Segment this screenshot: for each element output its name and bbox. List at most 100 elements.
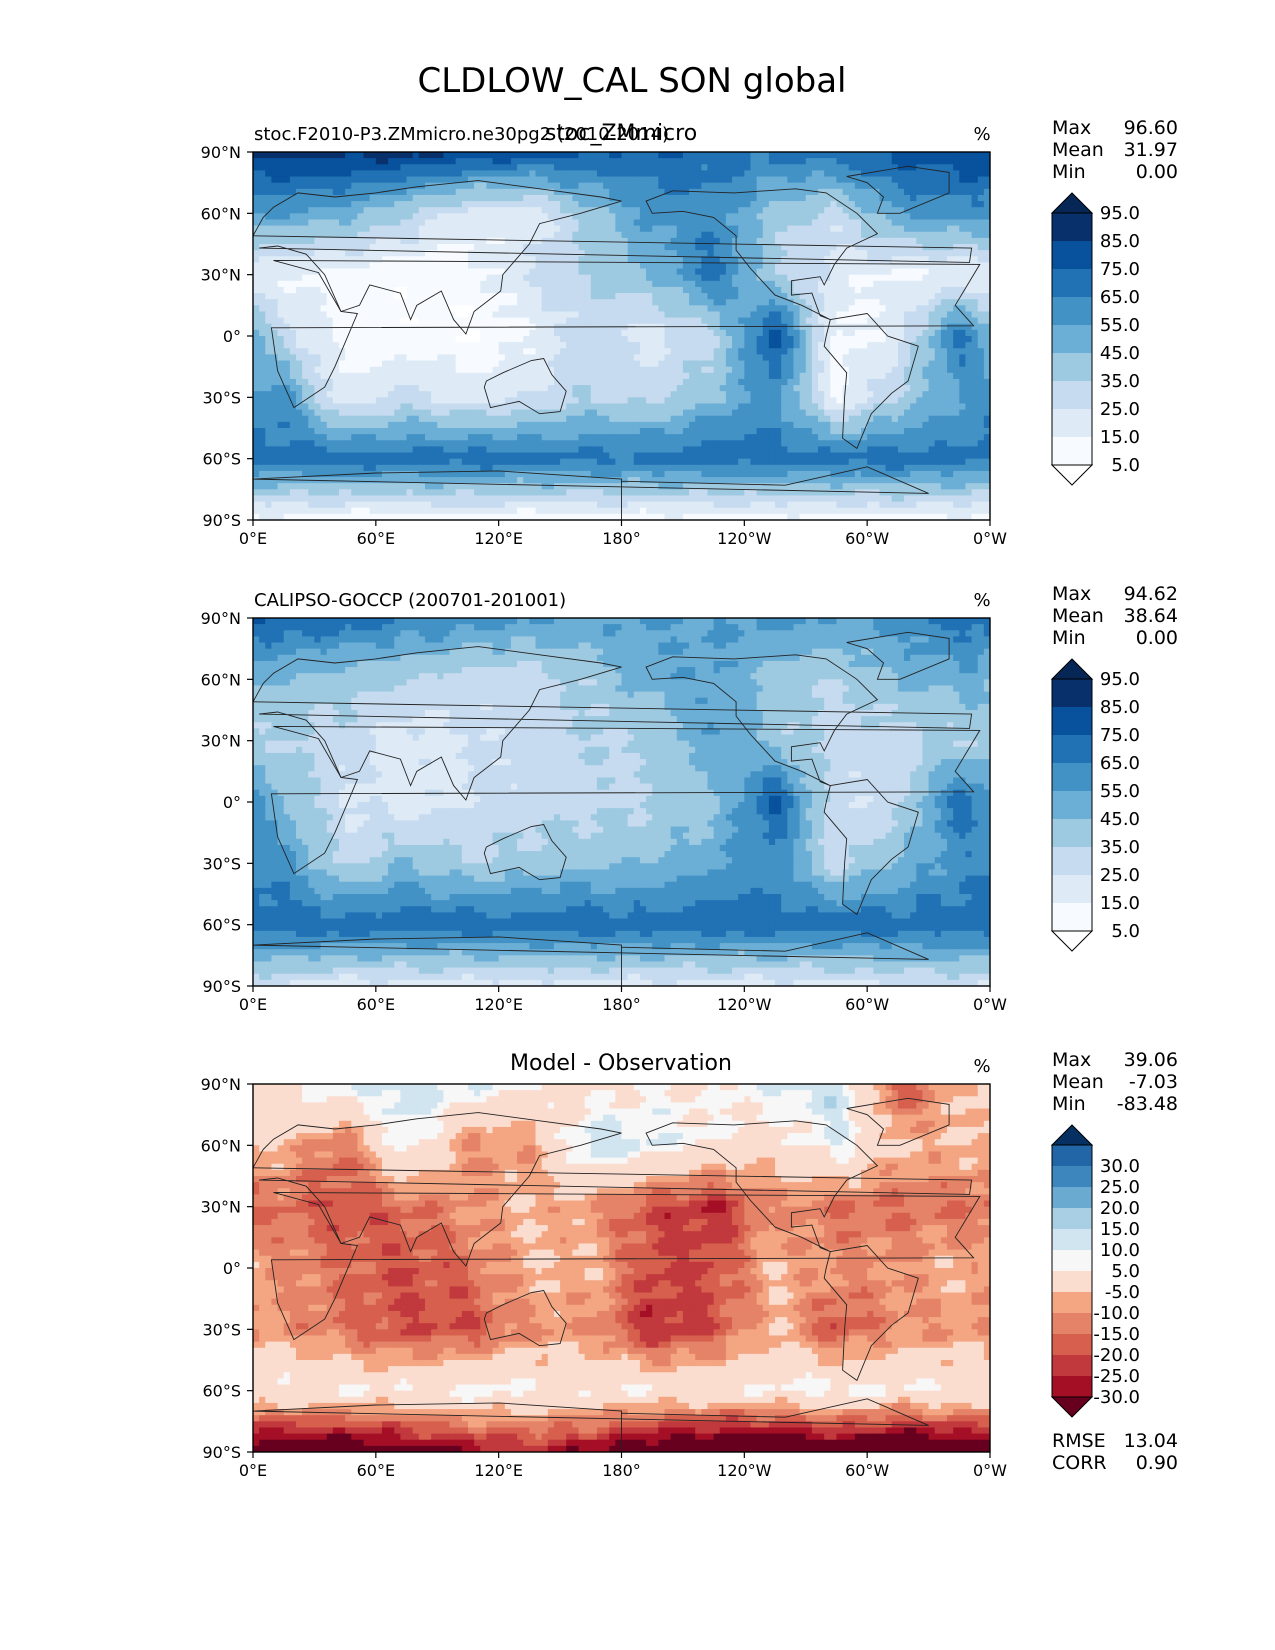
heatmap-cell xyxy=(658,360,666,368)
heatmap-cell xyxy=(928,348,936,355)
heatmap-cell xyxy=(658,194,666,202)
heatmap-cell xyxy=(676,366,684,374)
heatmap-cell xyxy=(818,274,825,282)
heatmap-cell xyxy=(314,152,322,159)
heatmap-cell xyxy=(412,182,420,190)
heatmap-cell xyxy=(854,250,862,257)
heatmap-cell xyxy=(578,403,586,411)
heatmap-cell xyxy=(664,250,672,257)
heatmap-cell xyxy=(682,280,690,288)
heatmap-cell xyxy=(867,194,874,202)
heatmap-cell xyxy=(265,348,273,355)
heatmap-cell xyxy=(738,354,745,362)
heatmap-cell xyxy=(842,237,850,245)
heatmap-cell xyxy=(523,164,530,171)
heatmap-cell xyxy=(787,397,795,405)
heatmap-cell xyxy=(535,360,543,368)
heatmap-cell xyxy=(664,274,672,282)
heatmap-cell xyxy=(652,360,659,368)
heatmap-cell xyxy=(584,286,592,294)
heatmap-cell xyxy=(253,250,260,257)
heatmap-cell xyxy=(529,299,537,306)
heatmap-cell xyxy=(295,188,303,196)
heatmap-cell xyxy=(953,176,960,184)
heatmap-cell xyxy=(572,158,580,165)
heatmap-cell xyxy=(357,194,365,202)
heatmap-cell xyxy=(572,305,580,313)
heatmap-cell xyxy=(848,293,856,300)
heatmap-cell xyxy=(799,188,807,196)
heatmap-cell xyxy=(762,372,770,380)
heatmap-cell xyxy=(406,286,414,294)
heatmap-cell xyxy=(517,299,524,306)
heatmap-cell xyxy=(406,336,414,343)
heatmap-cell xyxy=(971,293,979,300)
heatmap-cell xyxy=(719,256,727,263)
heatmap-cell xyxy=(529,207,537,214)
heatmap-cell xyxy=(461,244,469,251)
heatmap-cell xyxy=(338,293,346,300)
heatmap-cell xyxy=(338,391,346,398)
heatmap-cell xyxy=(431,182,438,190)
heatmap-cell xyxy=(480,342,487,349)
heatmap-cell xyxy=(836,219,844,227)
heatmap-cell xyxy=(879,219,887,227)
heatmap-cell xyxy=(695,237,702,245)
heatmap-cell xyxy=(590,201,598,208)
heatmap-cell xyxy=(646,336,653,343)
heatmap-cell xyxy=(381,336,389,343)
heatmap-cell xyxy=(259,317,266,325)
heatmap-cell xyxy=(523,391,530,398)
heatmap-cell xyxy=(940,366,948,374)
heatmap-cell xyxy=(922,158,930,165)
heatmap-cell xyxy=(394,354,401,362)
heatmap-cell xyxy=(713,219,721,227)
heatmap-cell xyxy=(922,280,930,288)
heatmap-cell xyxy=(682,250,690,257)
heatmap-cell xyxy=(689,164,696,171)
heatmap-cell xyxy=(283,378,291,386)
heatmap-cell xyxy=(375,317,383,325)
heatmap-cell xyxy=(897,219,905,227)
heatmap-cell xyxy=(799,391,807,398)
heatmap-cell xyxy=(566,311,573,319)
heatmap-cell xyxy=(750,336,758,343)
heatmap-cell xyxy=(762,360,770,368)
heatmap-cell xyxy=(504,391,512,398)
heatmap-cell xyxy=(676,317,684,325)
heatmap-cell xyxy=(363,225,371,233)
heatmap-cell xyxy=(474,244,481,251)
heatmap-cell xyxy=(295,219,303,227)
heatmap-cell xyxy=(861,329,868,337)
heatmap-cell xyxy=(498,231,506,239)
heatmap-cell xyxy=(947,317,954,325)
heatmap-cell xyxy=(535,219,543,227)
heatmap-cell xyxy=(443,219,451,227)
heatmap-cell xyxy=(584,391,592,398)
heatmap-cell xyxy=(940,378,948,386)
heatmap-cell xyxy=(738,317,745,325)
heatmap-cell xyxy=(676,385,684,392)
heatmap-cell xyxy=(283,219,291,227)
heatmap-cell xyxy=(308,188,316,196)
heatmap-cell xyxy=(885,201,893,208)
heatmap-cell xyxy=(289,201,297,208)
heatmap-cell xyxy=(738,280,745,288)
heatmap-cell xyxy=(338,194,346,202)
heatmap-cell xyxy=(781,158,788,165)
heatmap-cell xyxy=(283,354,291,362)
heatmap-cell xyxy=(707,336,715,343)
heatmap-cell xyxy=(578,286,586,294)
heatmap-cell xyxy=(910,213,917,221)
heatmap-cell xyxy=(381,194,389,202)
heatmap-cell xyxy=(621,194,629,202)
heatmap-cell xyxy=(744,268,752,276)
heatmap-cell xyxy=(818,391,825,398)
heatmap-cell xyxy=(320,391,328,398)
heatmap-cell xyxy=(971,152,979,159)
heatmap-cell xyxy=(529,342,537,349)
heatmap-cell xyxy=(873,366,881,374)
heatmap-cell xyxy=(719,164,727,171)
heatmap-cell xyxy=(302,305,309,313)
heatmap-cell xyxy=(750,256,758,263)
